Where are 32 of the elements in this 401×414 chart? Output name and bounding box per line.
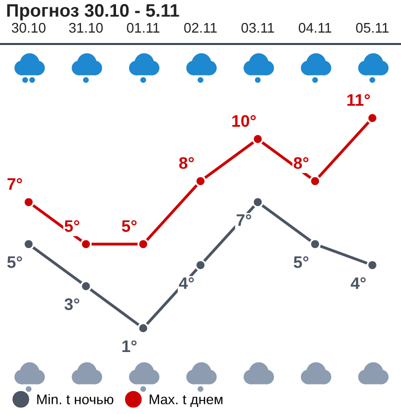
point — [138, 322, 149, 334]
point — [80, 238, 92, 250]
point — [80, 280, 92, 292]
data-label: 5° — [294, 256, 308, 268]
chart-title: Прогноз 30.10 - 5.11 — [7, 4, 180, 20]
x-tick-label: 31.10 — [69, 22, 103, 33]
data-label: 11° — [347, 94, 370, 106]
x-tick-label: 01.11 — [126, 22, 160, 33]
data-label: 7° — [8, 178, 22, 190]
data-label: 4° — [350, 277, 366, 289]
point — [194, 175, 206, 187]
data-label: 8° — [294, 157, 308, 169]
data-label: 7° — [236, 214, 252, 226]
point — [138, 238, 149, 250]
data-label: 4° — [178, 277, 194, 289]
point — [194, 259, 206, 271]
x-tick-label: 03.11 — [241, 22, 274, 33]
point — [309, 238, 321, 250]
data-label: 5° — [7, 256, 22, 268]
data-label: 5° — [122, 220, 137, 232]
legend-label: Max. t днем — [150, 394, 222, 407]
x-tick-label: 05.11 — [356, 22, 389, 33]
data-label: 3° — [64, 298, 80, 310]
point — [309, 175, 321, 187]
x-tick-label: 30.10 — [12, 22, 46, 33]
x-tick-label: 02.11 — [184, 22, 217, 33]
data-label: 1° — [122, 340, 137, 352]
data-label: 8° — [179, 157, 194, 169]
x-tick-label: 04.11 — [298, 22, 332, 33]
data-label: 5° — [64, 220, 80, 232]
legend-label: Min. t ночью — [37, 394, 114, 404]
data-label: 10° — [232, 115, 256, 127]
